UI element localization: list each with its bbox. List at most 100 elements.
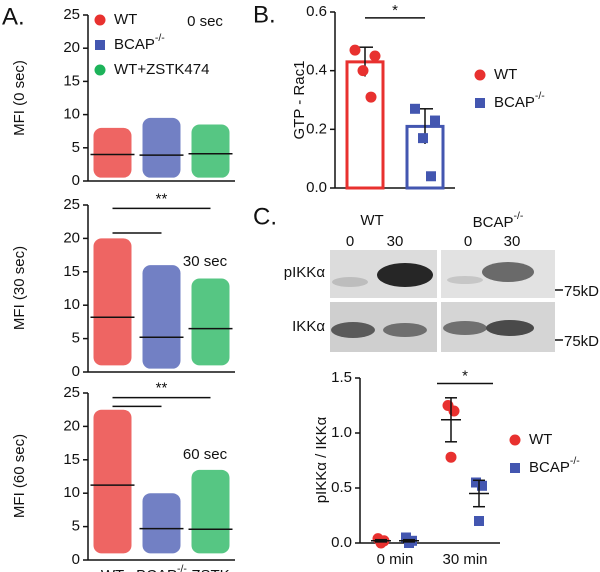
y-tick-label: 0.4 [306, 62, 327, 79]
x-tick-label-main: BCAP [136, 567, 177, 572]
annotation: 60 sec [183, 446, 228, 463]
data-point [404, 538, 414, 548]
data-point [349, 44, 361, 56]
legend-marker [475, 98, 485, 108]
blot-row: IKKα [292, 318, 325, 335]
y-tick-label: 10 [63, 296, 80, 313]
x-tick-label: 30 min [442, 551, 487, 568]
panel-letter: C. [253, 203, 277, 230]
y-tick-label: 25 [63, 6, 80, 23]
y-axis-label: pIKKα / IKKα [313, 416, 330, 503]
x-tick-label: 0 min [377, 551, 414, 568]
y-tick-label: 5 [72, 330, 80, 347]
legend-marker [509, 434, 521, 446]
y-tick-label: 0 [72, 363, 80, 380]
dot-spread [142, 493, 181, 554]
blot-marker: 75kD [564, 333, 599, 350]
legend-label-main: BCAP [529, 459, 570, 476]
y-tick-label: 0 [72, 551, 80, 568]
blot-lane: 0 [464, 233, 472, 250]
band [383, 323, 427, 337]
y-tick-label: 0.0 [306, 179, 327, 196]
data-point [410, 103, 420, 114]
y-tick-label: 15 [63, 72, 80, 89]
blot-group-sup: -/- [513, 210, 523, 222]
y-tick-label: 1.0 [331, 424, 352, 441]
legend-label: WT [494, 66, 517, 83]
y-tick-label: 10 [63, 106, 80, 123]
band [486, 320, 534, 336]
data-point [357, 65, 369, 77]
data-point [430, 115, 440, 126]
blot-group: BCAP-/- [473, 210, 524, 231]
blot-lane: 0 [346, 233, 354, 250]
band [447, 276, 483, 284]
y-tick-label: 20 [63, 39, 80, 56]
data-point [401, 532, 411, 543]
dot-spread [191, 124, 230, 178]
legend-label: BCAP-/- [494, 90, 545, 111]
legend-marker [95, 40, 105, 50]
y-axis-label: MFI (30 sec) [11, 246, 28, 330]
y-tick-label: 25 [63, 384, 80, 401]
panel-letter: B. [253, 1, 276, 28]
x-tick-label: ZSTK [191, 567, 229, 572]
y-axis-label: MFI (0 sec) [11, 60, 28, 136]
legend-marker [94, 64, 106, 76]
y-axis-label: GTP - Rac1 [291, 61, 308, 140]
blot-group-main: BCAP [473, 214, 514, 231]
legend-marker [510, 463, 520, 473]
band [443, 321, 487, 335]
legend-label: BCAP-/- [529, 455, 580, 476]
legend-label: WT+ZSTK474 [114, 61, 209, 78]
dot-spread [93, 238, 132, 366]
panel-letter: A. [2, 3, 25, 30]
data-point [474, 516, 484, 526]
legend-label: WT [114, 11, 137, 28]
data-point [365, 91, 377, 103]
annotation: 0 sec [187, 13, 223, 30]
band [331, 322, 375, 338]
blot-group: WT [360, 212, 383, 229]
y-tick-label: 0.6 [306, 3, 327, 20]
legend-marker [94, 14, 106, 26]
legend-label-sup: -/- [535, 90, 545, 102]
sig-label: * [462, 367, 468, 384]
data-point [418, 133, 428, 144]
y-tick-label: 5 [72, 518, 80, 535]
dot-spread [93, 127, 132, 178]
legend-marker [474, 69, 486, 81]
legend-label: BCAP-/- [114, 32, 165, 53]
y-tick-label: 0.2 [306, 120, 327, 137]
dot-spread [191, 469, 230, 554]
data-point [448, 405, 460, 417]
data-point [445, 451, 457, 463]
data-point [369, 50, 381, 62]
band [482, 262, 534, 282]
y-tick-label: 5 [72, 139, 80, 156]
data-point [477, 480, 487, 491]
blot [330, 250, 563, 352]
blot-lane: 30 [504, 233, 521, 250]
x-tick-label: BCAP-/- [136, 563, 187, 572]
sig-label: ** [156, 380, 168, 397]
legend-label: WT [529, 431, 552, 448]
dot-spread [191, 278, 230, 366]
blot-lane: 30 [387, 233, 404, 250]
x-tick-label-sup: -/- [177, 563, 187, 572]
dot-spread [142, 117, 181, 178]
y-axis-label: MFI (60 sec) [11, 434, 28, 518]
legend-label-main: BCAP [494, 94, 535, 111]
y-tick-label: 25 [63, 196, 80, 213]
sig-label: ** [156, 190, 168, 207]
y-tick-label: 15 [63, 451, 80, 468]
blot-row: pIKKα [284, 264, 326, 281]
annotation: 30 sec [183, 253, 228, 270]
band [332, 277, 368, 287]
x-tick-label: WT [101, 567, 124, 572]
dot-spread [142, 265, 181, 369]
legend-label-main: BCAP [114, 36, 155, 53]
bar [345, 60, 385, 190]
sig-label: * [392, 2, 398, 19]
